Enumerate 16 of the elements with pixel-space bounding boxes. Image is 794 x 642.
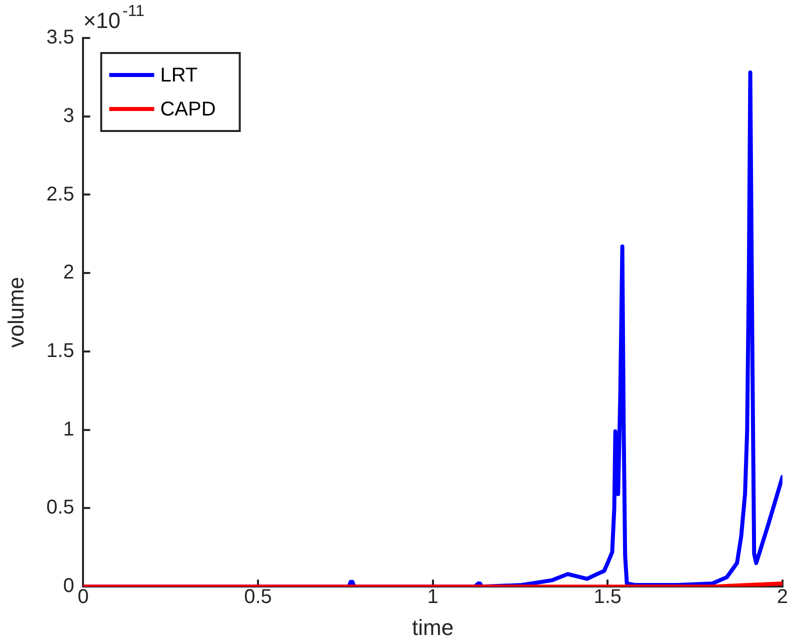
x-tick-label: 0 [78, 586, 89, 608]
x-axis-title: time [412, 614, 454, 640]
y-tick-label: 2 [63, 262, 74, 284]
y-tick-label: 3.5 [46, 26, 74, 49]
y-tick-label: 3 [63, 104, 74, 127]
y-tick-label: 1 [63, 418, 74, 440]
y-axis-title: volume [3, 276, 28, 348]
x-tick-label: 2 [776, 586, 788, 608]
y-tick-label: 1.5 [46, 340, 74, 362]
x-tick-label: 0.5 [244, 586, 272, 608]
y-tick-label: 0.5 [46, 496, 74, 519]
legend-label: CAPD [160, 98, 216, 121]
x-tick-label: 1.5 [594, 586, 622, 608]
x-tick-label: 1 [427, 586, 438, 608]
legend-label: LRT [160, 64, 198, 87]
y-tick-label: 2.5 [46, 183, 74, 206]
